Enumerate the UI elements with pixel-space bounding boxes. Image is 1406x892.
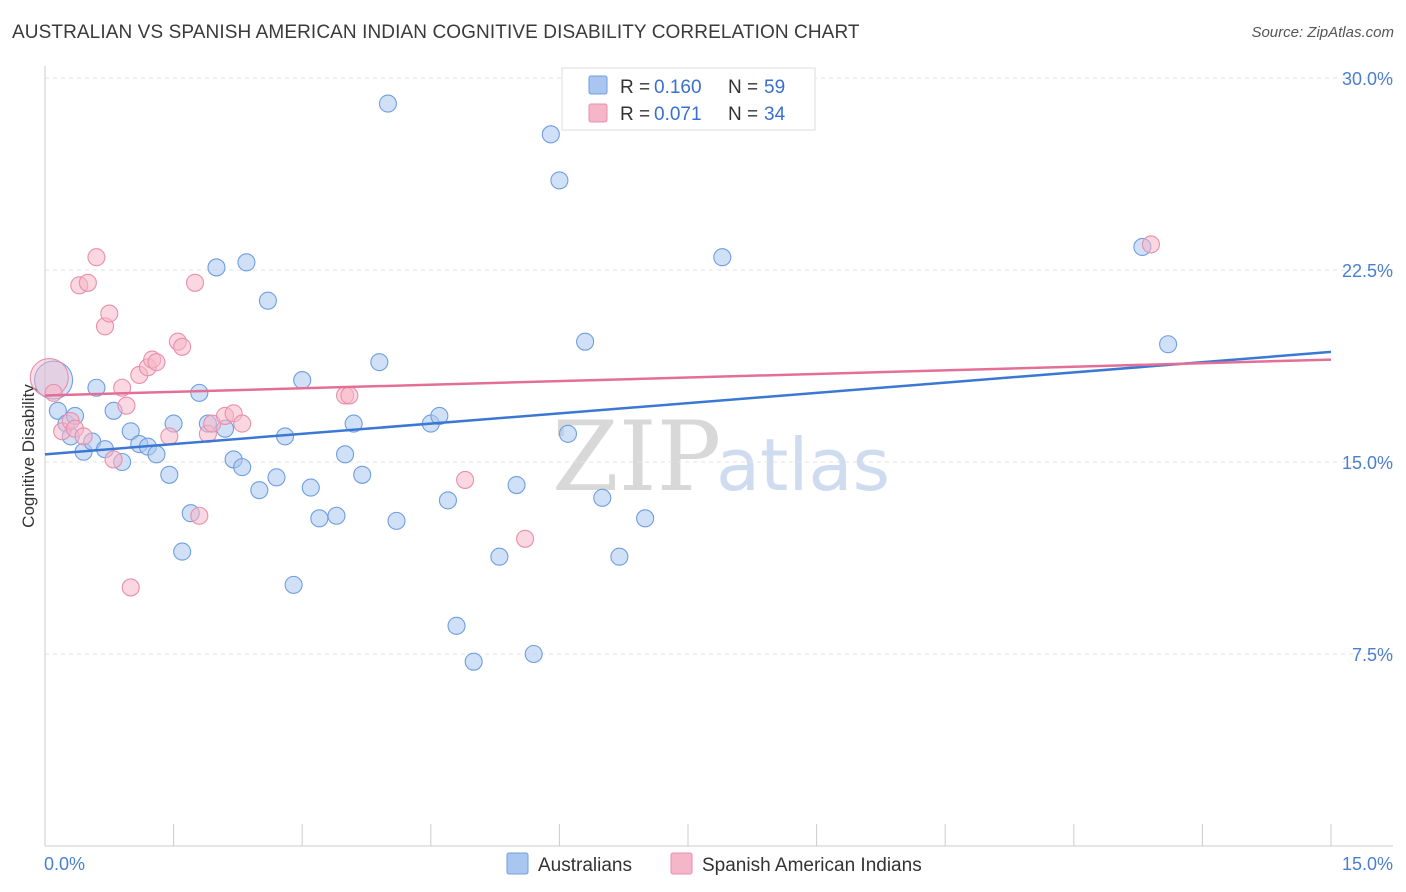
point-series1-32 [516, 529, 535, 548]
point-series1-31 [456, 470, 475, 489]
data-points [29, 94, 1178, 671]
point-series0-33 [353, 465, 372, 484]
y-tick-label-1: 15.0% [1342, 453, 1393, 473]
point-series1-7 [78, 273, 97, 292]
point-series0-20 [233, 458, 252, 477]
legend-r-label-australians: R = [620, 77, 650, 98]
series-legend-swatch-australians [506, 852, 529, 875]
point-series0-1 [48, 401, 67, 420]
point-series0-54 [1159, 335, 1178, 354]
point-series0-46 [550, 171, 569, 190]
chart-title: AUSTRALIAN VS SPANISH AMERICAN INDIAN CO… [12, 22, 860, 43]
point-series1-1 [44, 383, 63, 402]
point-series1-10 [100, 304, 119, 323]
point-series0-30 [327, 506, 346, 525]
point-series1-30 [340, 386, 359, 405]
watermark-zip: ZIP [552, 401, 721, 513]
series-legend-label-australians: Australians [538, 855, 632, 876]
point-series0-44 [524, 644, 543, 664]
point-series0-39 [438, 491, 457, 510]
point-series0-5 [87, 378, 106, 397]
series-legend-label-spanish-american-indians: Spanish American Indians [702, 855, 922, 876]
watermark: ZIP atlas [552, 401, 890, 513]
point-series1-19 [160, 427, 179, 446]
y-axis-title: Cognitive Disability [19, 384, 38, 528]
point-series0-43 [507, 475, 526, 495]
point-series0-47 [558, 424, 578, 443]
point-series0-35 [378, 94, 397, 113]
watermark-atlas: atlas [716, 423, 890, 507]
y-tick-label-2: 22.5% [1342, 261, 1393, 281]
source-label: Source: ZipAtlas.com [1251, 24, 1394, 41]
point-series0-17 [207, 258, 226, 277]
point-series0-52 [713, 248, 732, 267]
y-tick-label-3: 30.0% [1342, 69, 1393, 89]
point-series1-33 [1141, 235, 1161, 254]
y-tick-label-0: 7.5% [1352, 645, 1393, 665]
point-series0-15 [190, 383, 209, 402]
point-series0-41 [464, 652, 483, 671]
legend-n-value-australians: 59 [764, 77, 785, 98]
point-series1-14 [121, 578, 140, 597]
point-series0-34 [370, 353, 389, 372]
point-series0-48 [576, 332, 595, 351]
point-series0-24 [267, 468, 286, 487]
point-series1-18 [147, 353, 166, 372]
point-series0-51 [636, 509, 655, 528]
point-series0-50 [610, 547, 629, 566]
point-series1-23 [190, 506, 209, 525]
point-series1-28 [233, 414, 252, 433]
point-series0-12 [160, 465, 179, 484]
point-series0-11 [147, 445, 166, 464]
point-series0-14 [173, 542, 192, 561]
legend-r-label-spanish-american-indians: R = [620, 104, 650, 125]
legend-swatch-australians [588, 75, 608, 95]
point-series1-13 [117, 396, 136, 415]
point-series0-27 [293, 371, 312, 390]
legend-n-label-australians: N = [728, 77, 758, 98]
point-series0-23 [258, 291, 277, 310]
point-series1-11 [104, 450, 123, 469]
point-series0-26 [284, 575, 303, 594]
legend-r-value-australians: 0.160 [654, 77, 702, 98]
point-series0-21 [237, 253, 256, 272]
legend-r-value-spanish-american-indians: 0.071 [654, 104, 702, 125]
point-series0-8 [121, 422, 140, 441]
point-series0-29 [310, 509, 329, 528]
legend-n-label-spanish-american-indians: N = [728, 104, 758, 125]
trend-line-series1 [44, 358, 1332, 397]
legend-n-value-spanish-american-indians: 34 [764, 104, 786, 125]
point-series0-42 [490, 547, 509, 566]
trend-line-series0 [44, 350, 1332, 456]
point-series0-22 [250, 481, 269, 500]
point-series0-31 [336, 445, 355, 464]
point-series0-36 [387, 511, 406, 530]
point-series0-38 [430, 406, 449, 425]
point-series0-28 [301, 478, 320, 497]
series-legend: Australians Spanish American Indians [506, 852, 922, 876]
grid [45, 77, 1393, 655]
point-series1-6 [74, 427, 93, 446]
point-series1-21 [173, 337, 192, 356]
point-series1-22 [185, 273, 205, 292]
point-series0-40 [447, 616, 466, 635]
legend-swatch-spanish-american-indians [588, 103, 608, 123]
series-legend-swatch-spanish-american-indians [670, 852, 693, 875]
x-tick-label-0: 0.0% [44, 854, 85, 874]
stats-legend: R = 0.160 N = 59 R = 0.071 N = 34 [561, 67, 816, 131]
trend-lines [44, 350, 1332, 456]
point-series1-8 [87, 248, 106, 267]
point-series0-49 [593, 488, 612, 507]
point-series0-45 [541, 125, 560, 144]
x-tick-label-1: 15.0% [1342, 854, 1393, 874]
point-series0-32 [344, 414, 363, 433]
axes: 7.5% 15.0% 22.5% 30.0% 0.0% 15.0% Cognitive Di… [19, 66, 1393, 874]
